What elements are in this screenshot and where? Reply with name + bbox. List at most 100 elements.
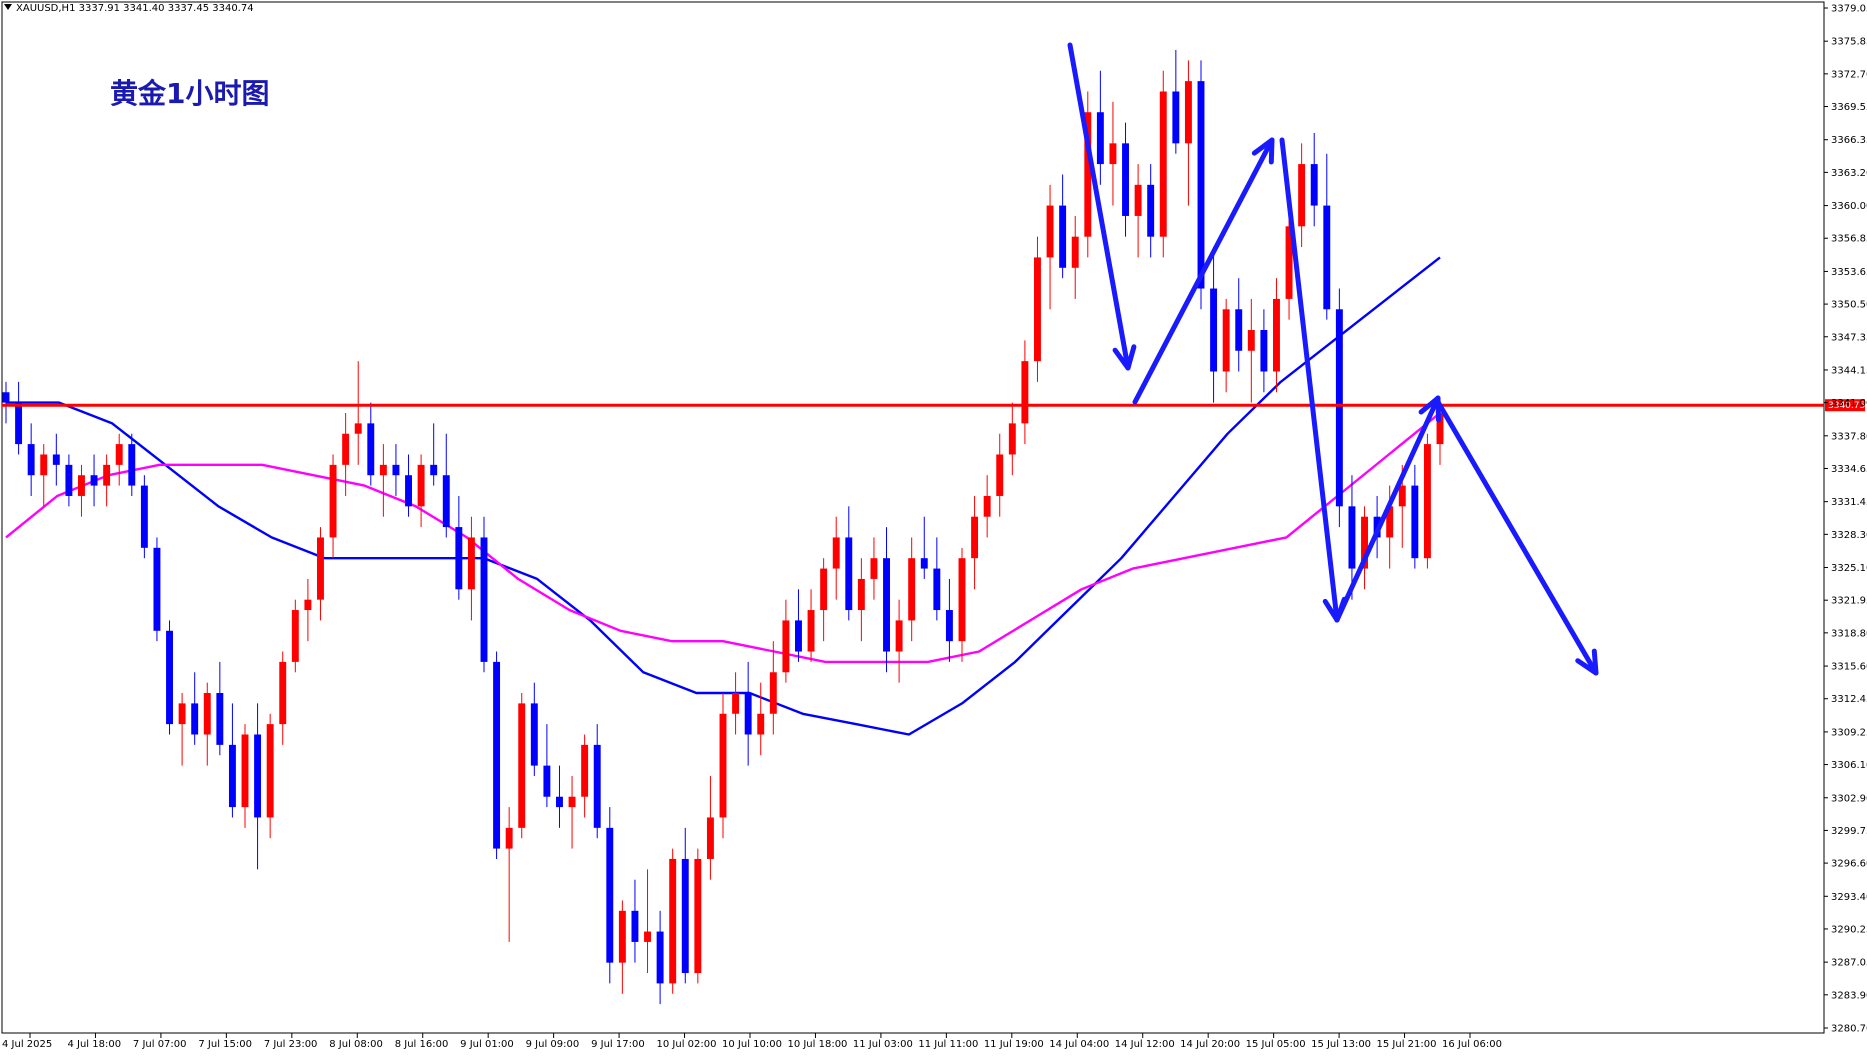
candle <box>228 703 236 818</box>
candle-body <box>996 454 1004 496</box>
candle <box>505 807 513 942</box>
candle-body <box>744 693 752 735</box>
y-tick-label: 3347.35 <box>1831 332 1867 343</box>
y-tick-label: 3293.40 <box>1831 892 1867 903</box>
candle <box>304 578 312 642</box>
y-tick-label: 3299.75 <box>1831 826 1867 837</box>
candle <box>417 454 425 528</box>
candle-body <box>166 630 173 725</box>
candle <box>971 495 979 590</box>
candle-body <box>1197 81 1205 289</box>
candle <box>1197 60 1205 310</box>
candle-body <box>656 931 664 984</box>
candle <box>933 537 941 621</box>
candle <box>317 527 324 621</box>
candle-body <box>681 858 689 974</box>
candle <box>1147 164 1155 258</box>
candle <box>857 558 865 642</box>
candle-body <box>1348 506 1356 569</box>
candle <box>1096 70 1104 185</box>
candle-body <box>1247 330 1255 351</box>
candle <box>883 527 890 673</box>
candle <box>128 433 136 496</box>
candle-body <box>1436 412 1444 445</box>
candle-body <box>367 423 375 476</box>
candle <box>556 765 563 828</box>
y-tick-label: 3375.85 <box>1831 37 1867 48</box>
candle <box>203 682 211 766</box>
candle <box>845 506 853 621</box>
candle <box>908 537 916 642</box>
x-tick-label: 9 Jul 01:00 <box>460 1039 514 1050</box>
y-tick-label: 3372.70 <box>1831 69 1867 80</box>
candle-body <box>480 537 488 662</box>
candle-body <box>706 817 714 859</box>
candle-body <box>757 713 765 735</box>
trend-arrow-shaft <box>1132 137 1275 405</box>
symbol-dropdown-icon[interactable] <box>4 4 12 10</box>
y-tick-label: 3287.05 <box>1831 958 1867 969</box>
candle <box>757 682 765 756</box>
candle-body <box>581 744 589 797</box>
y-tick-label: 3369.55 <box>1831 102 1867 113</box>
candle <box>90 454 98 507</box>
moving-averages <box>5 256 1441 736</box>
trend-arrow <box>1435 399 1599 676</box>
candle-body <box>392 464 400 476</box>
candle-body <box>857 578 865 611</box>
candle <box>568 775 576 849</box>
candle-body <box>1423 444 1431 559</box>
candle-body <box>90 475 98 486</box>
candle <box>342 412 350 496</box>
y-tick-label: 3283.90 <box>1831 990 1867 1001</box>
candle <box>719 693 727 839</box>
candle-body <box>1147 184 1155 237</box>
candle-body <box>266 724 274 818</box>
candle <box>1273 278 1280 393</box>
candle-body <box>1122 143 1129 216</box>
y-tick-label: 3280.70 <box>1831 1024 1867 1035</box>
x-tick-label: 10 Jul 10:00 <box>722 1039 782 1050</box>
y-tick-label: 3353.65 <box>1831 267 1867 278</box>
trend-arrow <box>1067 42 1137 371</box>
candle <box>983 475 991 538</box>
y-tick-label: 3363.20 <box>1831 168 1867 179</box>
candle <box>392 444 400 496</box>
candle-body <box>593 744 601 828</box>
candle-body <box>782 620 790 673</box>
candle-body <box>1411 485 1419 559</box>
candle-body <box>1159 91 1167 237</box>
candle <box>656 910 664 1005</box>
candle <box>732 672 740 735</box>
candle-body <box>128 444 136 486</box>
candle <box>455 495 463 600</box>
candle <box>530 682 538 776</box>
candle <box>631 879 639 963</box>
candle-body <box>807 610 815 652</box>
y-tick-label: 3360.00 <box>1831 201 1867 212</box>
x-tick-label: 11 Jul 11:00 <box>918 1039 978 1050</box>
candle <box>241 724 249 828</box>
candle <box>216 661 224 756</box>
candle <box>78 464 85 517</box>
candle-body <box>103 464 111 486</box>
candle-body <box>27 444 35 476</box>
x-tick-label: 16 Jul 06:00 <box>1442 1039 1502 1050</box>
candle-body <box>1335 309 1343 507</box>
candle-body <box>15 402 23 445</box>
candle <box>895 599 903 683</box>
candle-body <box>895 620 903 652</box>
candle <box>27 423 35 496</box>
candle <box>543 724 551 808</box>
x-tick-label: 11 Jul 03:00 <box>853 1039 913 1050</box>
candle <box>681 827 689 984</box>
candle-body <box>442 475 450 528</box>
candle <box>1122 122 1129 237</box>
x-tick-label: 10 Jul 18:00 <box>787 1039 847 1050</box>
candle <box>354 361 362 465</box>
chart-plot-area <box>1 1 1825 1034</box>
candle <box>1335 288 1343 528</box>
candle-body <box>606 827 614 963</box>
candle-body <box>1386 506 1394 538</box>
candle <box>480 516 488 673</box>
